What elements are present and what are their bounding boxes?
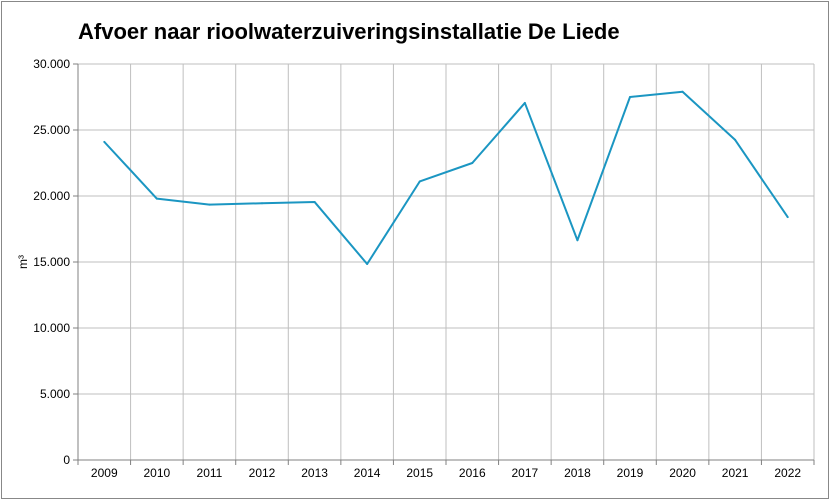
y-tick-label: 0 [63, 453, 70, 467]
x-tick-label: 2018 [564, 466, 591, 480]
data-point [786, 216, 789, 219]
y-tick-label: 5.000 [40, 387, 70, 401]
chart-title: Afvoer naar rioolwaterzuiveringsinstalla… [78, 19, 620, 44]
series-line [103, 90, 789, 265]
y-tick-label: 25.000 [33, 123, 70, 137]
y-tick-label: 30.000 [33, 57, 70, 71]
y-tick-labels: 0 5.000 10.000 15.000 20.000 25.000 30.000 [33, 57, 70, 467]
y-tick-label: 10.000 [33, 321, 70, 335]
x-tick-label: 2009 [91, 466, 118, 480]
x-tick-label: 2015 [406, 466, 433, 480]
x-tick-label: 2020 [669, 466, 696, 480]
data-point [418, 180, 421, 183]
x-tick-label: 2011 [197, 466, 223, 480]
data-point [103, 140, 106, 143]
y-tick-label: 20.000 [33, 189, 70, 203]
y-tick-label: 15.000 [33, 255, 70, 269]
data-point [208, 203, 211, 206]
x-tick-label: 2012 [249, 466, 276, 480]
data-point [576, 239, 579, 242]
data-point [681, 90, 684, 93]
series [103, 90, 789, 265]
x-tick-label: 2022 [774, 466, 801, 480]
grid-lines [78, 63, 815, 460]
x-tick-label: 2021 [722, 466, 749, 480]
data-point [629, 96, 631, 98]
data-point [523, 101, 526, 104]
data-point [313, 200, 316, 203]
data-point [155, 197, 158, 200]
data-point [261, 202, 263, 205]
y-axis-label: m³ [16, 255, 30, 269]
data-point [471, 162, 474, 164]
data-point [734, 138, 737, 141]
x-tick-label: 2014 [354, 466, 381, 480]
x-tick-label: 2013 [301, 466, 328, 480]
data-point [366, 262, 369, 265]
x-tick-labels: 2009 2010 2011 2012 2013 2014 2015 2016 2017 2018… [91, 466, 801, 480]
axes [73, 63, 815, 465]
x-tick-label: 2016 [459, 466, 486, 480]
x-tick-label: 2017 [512, 466, 539, 480]
x-tick-label: 2019 [617, 466, 644, 480]
x-tick-label: 2010 [144, 466, 171, 480]
